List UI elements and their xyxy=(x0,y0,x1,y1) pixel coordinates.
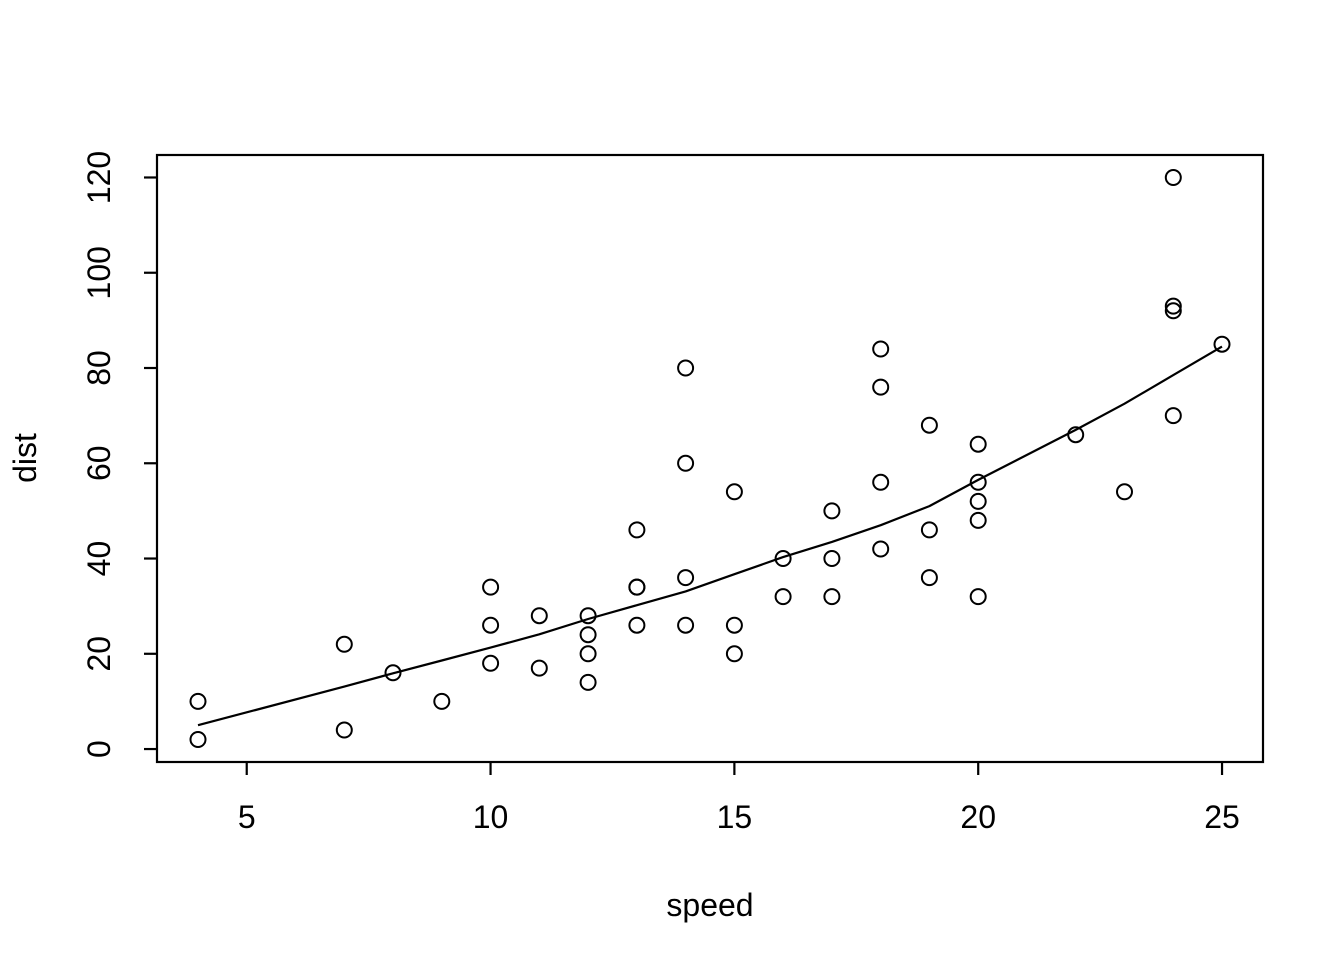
y-tick-label: 60 xyxy=(81,445,117,481)
x-tick-label: 25 xyxy=(1204,799,1240,835)
data-point-marker xyxy=(1164,302,1182,320)
data-point-marker xyxy=(628,578,646,596)
data-point-marker xyxy=(482,616,500,634)
data-point-marker xyxy=(969,492,987,510)
data-point-marker xyxy=(677,616,695,634)
data-point-marker xyxy=(1116,483,1133,501)
data-point-marker xyxy=(920,416,938,434)
data-point-marker xyxy=(1164,297,1182,315)
data-point-marker xyxy=(725,645,743,663)
data-point-marker xyxy=(579,626,597,644)
data-point-marker xyxy=(969,588,987,606)
data-point-marker xyxy=(628,521,646,539)
data-point-marker xyxy=(189,731,207,748)
data-point-marker xyxy=(1213,335,1231,353)
x-tick-label: 20 xyxy=(960,799,996,835)
data-point-marker xyxy=(677,359,695,377)
y-axis: 0 20 40 60 80 100 120 xyxy=(81,151,157,758)
data-point-marker xyxy=(920,521,938,539)
data-point-marker xyxy=(579,673,597,691)
data-point-marker xyxy=(774,588,792,606)
x-tick-label: 15 xyxy=(717,799,753,835)
data-point-marker xyxy=(920,569,938,587)
y-tick-label: 120 xyxy=(81,151,117,204)
data-point-marker xyxy=(482,654,500,672)
data-point-marker xyxy=(823,588,841,606)
data-point-marker xyxy=(579,607,597,625)
data-point-marker xyxy=(969,473,987,491)
y-tick-label: 40 xyxy=(81,541,117,577)
data-point-marker xyxy=(1164,169,1182,186)
x-axis-title: speed xyxy=(666,887,753,923)
data-point-marker xyxy=(872,340,890,358)
data-point-marker xyxy=(530,607,548,625)
data-point-marker xyxy=(530,659,548,677)
data-point-marker xyxy=(482,578,500,596)
data-point-marker xyxy=(189,692,207,710)
data-point-marker xyxy=(677,454,695,472)
data-point-marker xyxy=(725,483,743,501)
data-point-marker xyxy=(872,540,890,558)
data-points xyxy=(189,169,1231,748)
data-point-marker xyxy=(725,616,743,634)
data-point-marker xyxy=(969,435,987,453)
data-point-marker xyxy=(433,692,451,710)
data-point-marker xyxy=(1067,426,1085,444)
data-point-marker xyxy=(1164,407,1182,425)
data-point-marker xyxy=(579,645,597,663)
data-point-marker xyxy=(823,502,841,520)
y-axis-title: dist xyxy=(7,433,43,483)
data-point-marker xyxy=(872,473,890,491)
plot-box xyxy=(155,153,1265,764)
y-tick-label: 0 xyxy=(81,740,117,758)
data-point-marker xyxy=(335,635,353,653)
data-point-marker xyxy=(823,550,841,567)
x-tick-label: 5 xyxy=(238,799,256,835)
smooth-line-group xyxy=(197,345,1223,727)
smooth-line xyxy=(197,345,1223,727)
data-point-marker xyxy=(774,550,792,567)
y-tick-label: 20 xyxy=(81,636,117,672)
y-tick-label: 80 xyxy=(81,350,117,386)
y-tick-label: 100 xyxy=(81,246,117,299)
data-point-marker xyxy=(872,378,890,396)
data-point-marker xyxy=(335,721,353,739)
x-axis: 5 10 15 20 25 xyxy=(238,762,1240,835)
x-tick-label: 10 xyxy=(473,799,509,835)
data-point-marker xyxy=(677,569,695,587)
data-point-marker xyxy=(384,664,402,682)
data-point-marker xyxy=(628,616,646,634)
data-point-marker xyxy=(969,511,987,529)
